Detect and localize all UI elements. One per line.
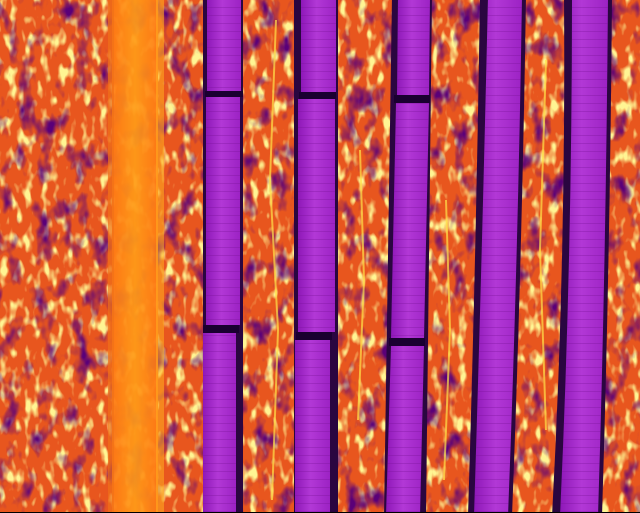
dirt-track-edge-right — [156, 0, 164, 512]
panel-row-1 — [203, 0, 243, 512]
panel-row-4 — [468, 0, 526, 512]
panel-row-5 — [552, 0, 612, 512]
panel-row-3 — [384, 0, 432, 512]
dirt-track — [112, 0, 158, 512]
hot-streaks — [268, 19, 547, 501]
dirt-track-edge-left — [108, 0, 114, 512]
panel-row-2 — [294, 0, 338, 512]
